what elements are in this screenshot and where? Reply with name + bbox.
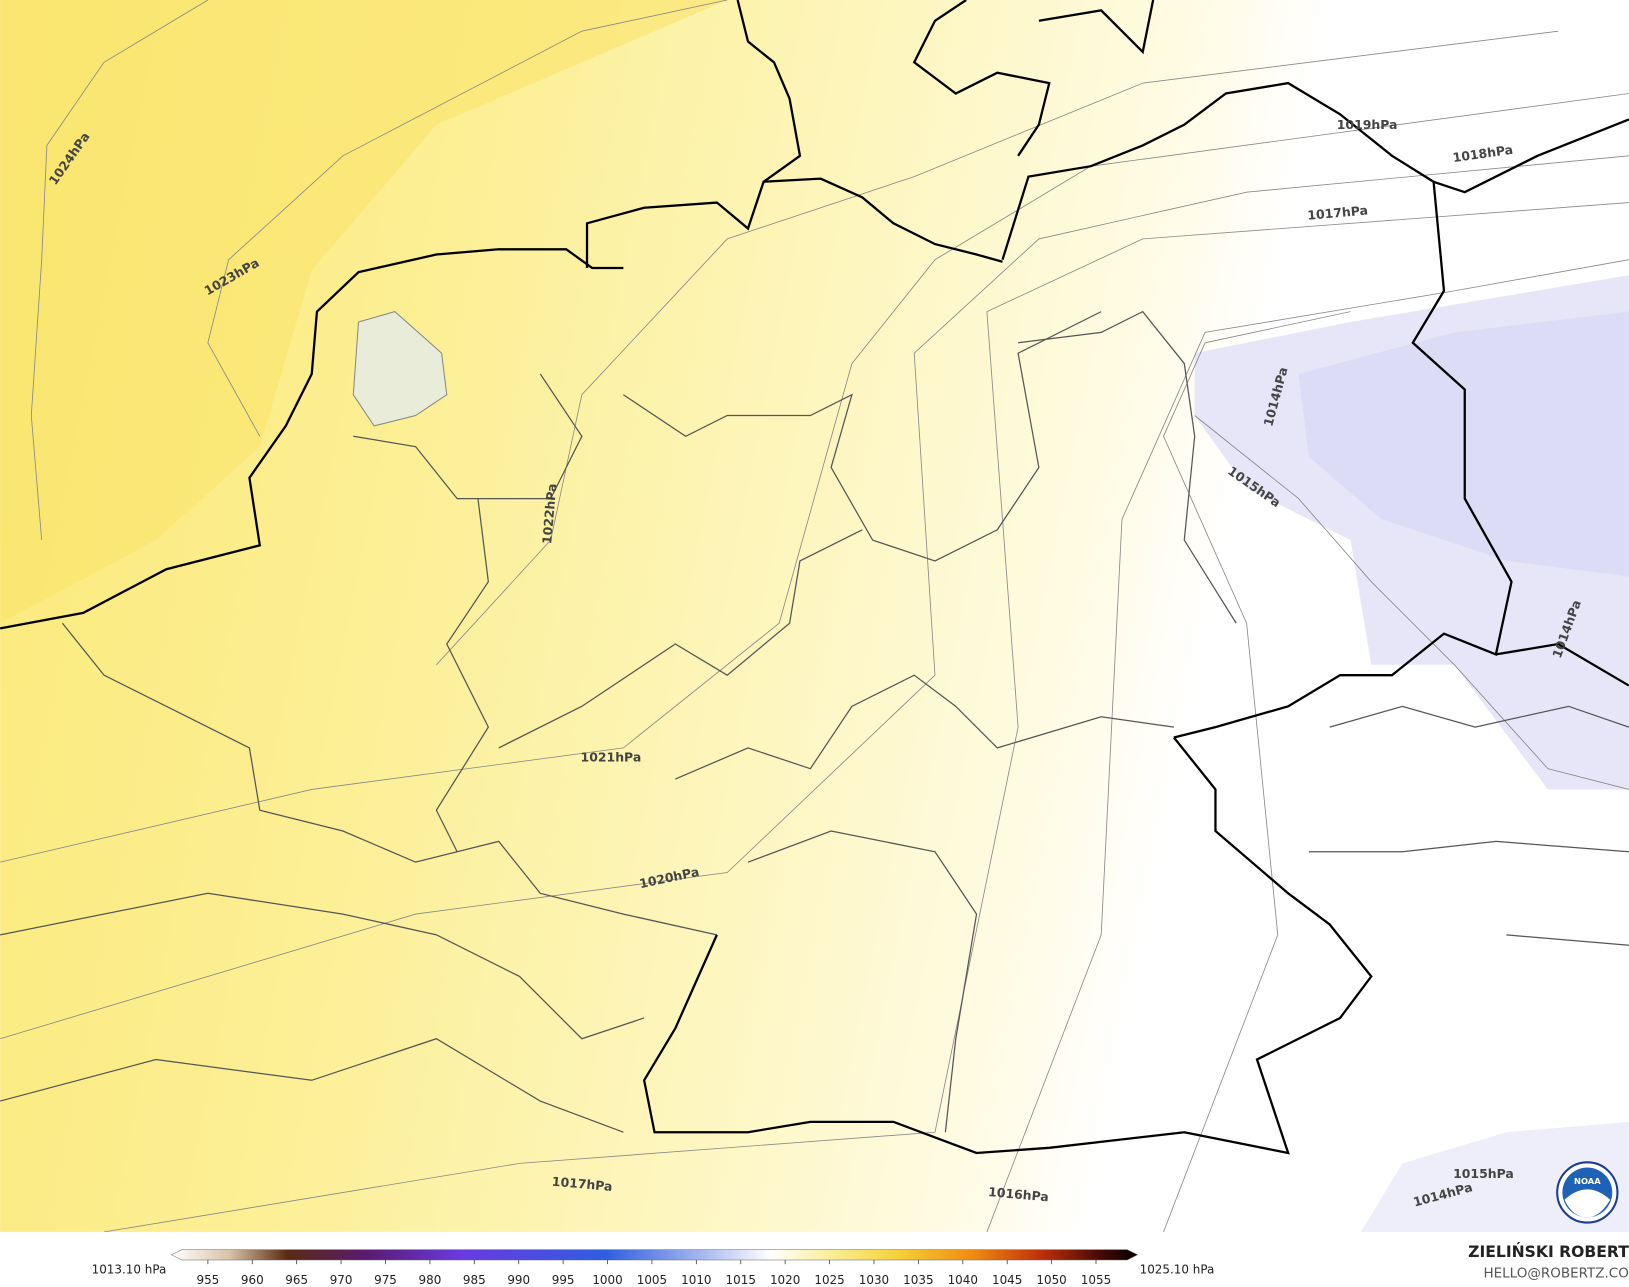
colorbar-tick-label: 995 [552, 1273, 575, 1287]
author: ZIELIŃSKI ROBERT [1468, 1242, 1629, 1261]
colorbar-tick-label: 975 [374, 1273, 397, 1287]
isobar-label: 1017hPa [551, 1174, 613, 1194]
colorbar-tick-label: 1020 [770, 1273, 800, 1287]
colorbar-tick-label: 1045 [992, 1273, 1022, 1287]
coastlines [0, 0, 1629, 1155]
colorbar-tick-label: 990 [507, 1273, 530, 1287]
isobar-label: 1016hPa [988, 1184, 1050, 1204]
colorbar-tick-label: 1035 [903, 1273, 933, 1287]
logo-text: NOAA [1574, 1176, 1601, 1186]
noaa-logo: NOAA [1556, 1161, 1619, 1224]
lake [352, 311, 448, 427]
max-label: 1025.10 hPa [1140, 1262, 1215, 1276]
colorbar-tick-label: 970 [330, 1273, 353, 1287]
colorbar-tick-label: 1000 [592, 1273, 622, 1287]
min-label: 1013.10 hPa [92, 1262, 167, 1276]
borders [0, 310, 1629, 1133]
email: HELLO@ROBERTZ.CO [1483, 1266, 1628, 1282]
isobar-label: 1021hPa [581, 749, 642, 764]
colorbar [170, 1249, 1139, 1261]
high-pressure-area [0, 0, 728, 645]
colorbar-tick-label: 985 [463, 1273, 486, 1287]
colorbar-tick-label: 1025 [814, 1273, 844, 1287]
colorbar-tick-label: 955 [196, 1273, 219, 1287]
isobar-label: 1015hPa [1453, 1166, 1514, 1181]
colorbar-tick-label: 1010 [681, 1273, 711, 1287]
isobar-label: 1022hPa [539, 483, 559, 545]
colorbar-tick-label: 1050 [1036, 1273, 1066, 1287]
isobars [0, 0, 1629, 1233]
colorbar-tick-label: 960 [241, 1273, 264, 1287]
isobar-label: 1017hPa [1307, 202, 1369, 222]
colorbar-tick-label: 1055 [1081, 1273, 1111, 1287]
colorbar-tick-label: 1030 [859, 1273, 889, 1287]
colorbar-ticks: 955 960 965 970 975 980 985 990 995 1000 1005 1010 1… [196, 1259, 1111, 1287]
isobar-label: 1019hPa [1337, 117, 1398, 132]
colorbar-tick-label: 965 [285, 1273, 308, 1287]
colorbar-tick-label: 980 [419, 1273, 442, 1287]
colorbar-tick-label: 1015 [726, 1273, 756, 1287]
colorbar-tick-label: 1040 [948, 1273, 978, 1287]
colorbar-tick-label: 1005 [637, 1273, 667, 1287]
